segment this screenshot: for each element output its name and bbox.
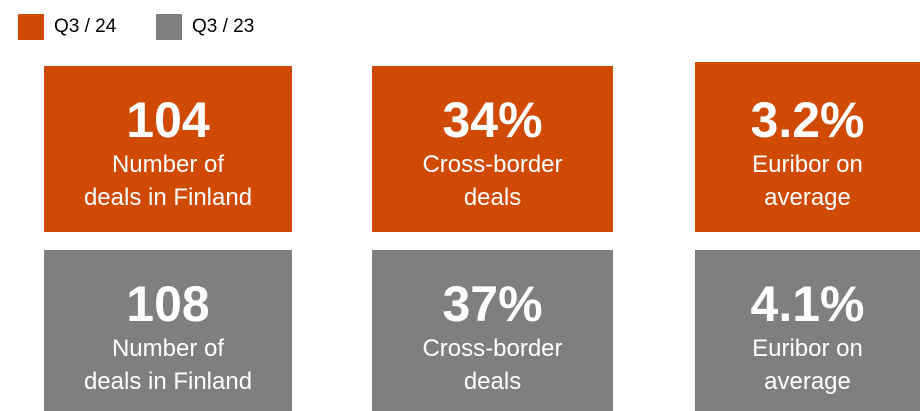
legend-swatch bbox=[18, 14, 44, 40]
kpi-label: deals in Finland bbox=[83, 368, 253, 395]
kpi-label: Number of bbox=[111, 151, 225, 178]
kpi-label: Cross-border bbox=[422, 151, 563, 178]
kpi-label: Cross-border bbox=[422, 335, 563, 362]
legend-label: Q3 / 23 bbox=[192, 16, 255, 37]
kpi-value: 37% bbox=[442, 276, 543, 332]
kpi-tile: 34% Cross-border deals bbox=[372, 66, 613, 232]
kpi-tile: 37% Cross-border deals bbox=[372, 250, 613, 411]
kpi-value: 104 bbox=[126, 92, 210, 148]
legend-swatch bbox=[156, 14, 182, 40]
legend-label: Q3 / 24 bbox=[54, 16, 117, 37]
kpi-label: deals bbox=[463, 368, 522, 395]
kpi-tile: 3.2% Euribor on average bbox=[695, 62, 920, 232]
kpi-tile: 104 Number of deals in Finland bbox=[44, 66, 292, 232]
kpi-label: Euribor on bbox=[752, 335, 863, 362]
kpi-label: deals in Finland bbox=[83, 184, 253, 211]
kpi-tile: 4.1% Euribor on average bbox=[695, 250, 920, 411]
kpi-label: average bbox=[764, 184, 851, 211]
kpi-label: Number of bbox=[111, 335, 225, 362]
kpi-value: 108 bbox=[126, 276, 210, 332]
kpi-label: deals bbox=[463, 184, 522, 211]
legend-item: Q3 / 24 bbox=[18, 14, 116, 40]
kpi-value: 3.2% bbox=[750, 92, 865, 148]
kpi-label: average bbox=[764, 368, 851, 395]
kpi-tile: 108 Number of deals in Finland bbox=[44, 250, 292, 411]
kpi-label: Euribor on bbox=[752, 151, 863, 178]
kpi-value: 4.1% bbox=[750, 276, 865, 332]
kpi-value: 34% bbox=[442, 92, 543, 148]
legend-item: Q3 / 23 bbox=[156, 14, 254, 40]
